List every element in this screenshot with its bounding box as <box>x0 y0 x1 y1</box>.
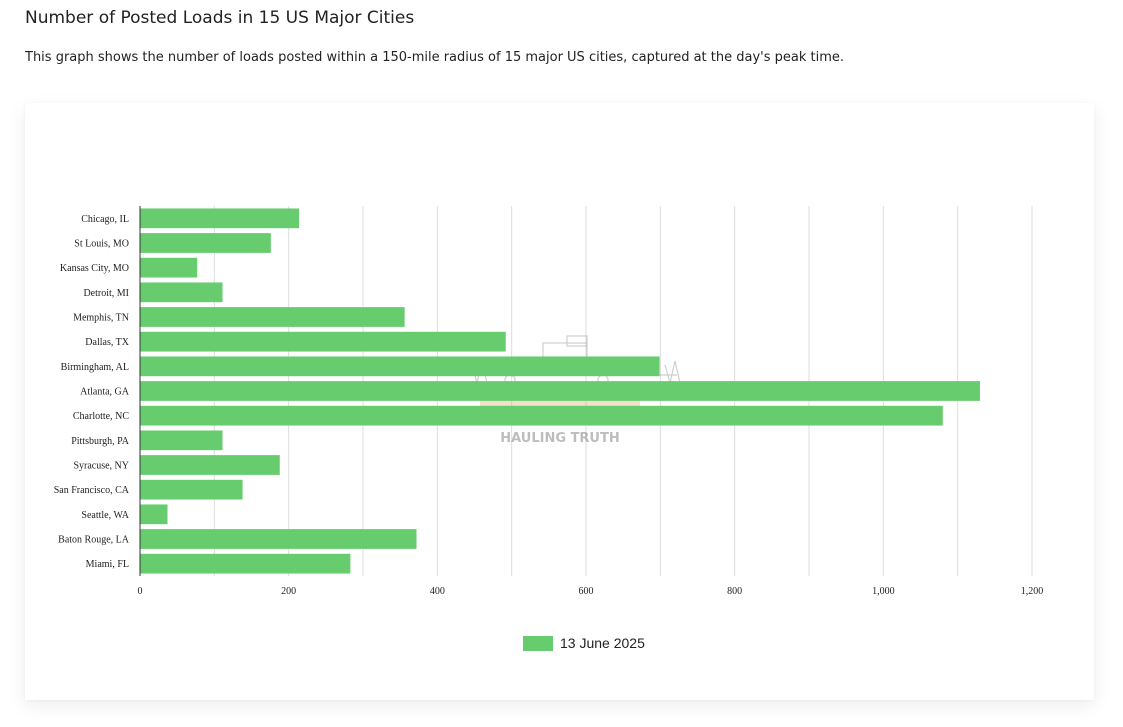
bar <box>140 307 405 327</box>
bar <box>140 504 168 525</box>
bar <box>140 257 198 278</box>
x-tick-labels: 0 200 400 600 800 1,000 1,200 <box>138 586 1044 597</box>
category-label: San Francisco, CA <box>54 485 130 496</box>
category-labels: Chicago, IL St Louis, MO Kansas City, MO De… <box>54 214 130 570</box>
watermark-text: HAULING TRUTH <box>500 431 619 446</box>
bar <box>140 282 223 303</box>
category-label: Syracuse, NY <box>73 461 129 472</box>
bar <box>140 381 980 401</box>
bar <box>140 479 243 500</box>
category-label: Dallas, TX <box>85 337 129 348</box>
x-tick-label: 800 <box>727 586 742 597</box>
legend-label: 13 June 2025 <box>560 635 645 651</box>
category-label: Miami, FL <box>86 559 129 570</box>
category-label: St Louis, MO <box>74 239 129 250</box>
category-label: Atlanta, GA <box>80 387 130 398</box>
category-label: Memphis, TN <box>73 313 129 324</box>
bar <box>140 455 280 475</box>
x-tick-label: 600 <box>579 586 594 597</box>
x-tick-label: 200 <box>281 586 296 597</box>
category-label: Kansas City, MO <box>60 263 129 274</box>
bar <box>140 529 417 549</box>
category-label: Birmingham, AL <box>61 362 129 373</box>
bar <box>140 233 271 253</box>
x-tick-label: 400 <box>430 586 445 597</box>
bar-chart: HAULING TRUTH Chicago, IL St Louis, MO Kan… <box>54 206 1044 597</box>
bar <box>140 430 223 451</box>
legend: 13 June 2025 <box>523 635 645 651</box>
x-tick-label: 1,000 <box>872 586 895 597</box>
category-label: Baton Rouge, LA <box>58 535 130 546</box>
x-tick-label: 1,200 <box>1021 586 1044 597</box>
bar <box>140 553 351 574</box>
category-label: Detroit, MI <box>83 288 129 299</box>
chart-card: HAULING TRUTH Chicago, IL St Louis, MO Kan… <box>25 103 1094 700</box>
page-description: This graph shows the number of loads pos… <box>25 50 845 65</box>
bar <box>140 208 300 229</box>
watermark-brand-bar <box>480 400 640 406</box>
category-label: Charlotte, NC <box>73 411 129 422</box>
page-title: Number of Posted Loads in 15 US Major Ci… <box>25 8 415 28</box>
bar <box>140 331 506 352</box>
category-label: Chicago, IL <box>81 214 129 225</box>
category-label: Pittsburgh, PA <box>71 436 130 447</box>
category-label: Seattle, WA <box>81 510 129 521</box>
bar <box>140 356 660 377</box>
x-tick-label: 0 <box>138 586 143 597</box>
bars <box>140 208 980 574</box>
bar <box>140 405 943 426</box>
legend-swatch <box>523 635 553 651</box>
